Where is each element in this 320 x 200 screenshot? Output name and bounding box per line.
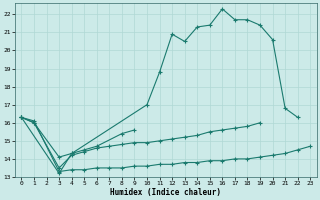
- X-axis label: Humidex (Indice chaleur): Humidex (Indice chaleur): [110, 188, 221, 197]
